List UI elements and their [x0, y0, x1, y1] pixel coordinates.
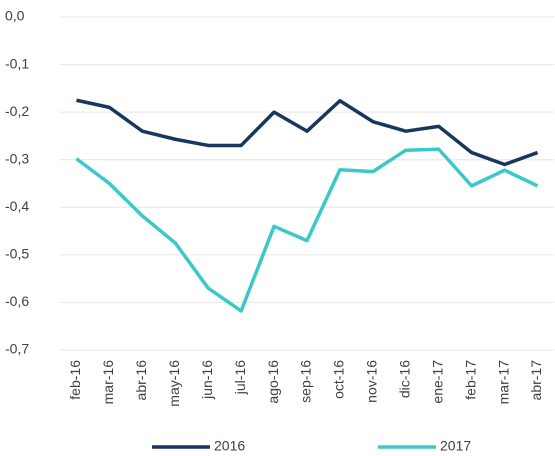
y-tick-label: -0,3 — [5, 150, 29, 166]
x-tick-label: oct-16 — [331, 360, 347, 399]
x-tick-label: feb-16 — [67, 360, 83, 400]
x-tick-label: sep-16 — [298, 360, 314, 403]
data-line — [75, 147, 539, 313]
x-tick-label: may-16 — [166, 360, 182, 407]
y-tick-label: -0,2 — [5, 103, 29, 119]
x-tick-label: dic-16 — [397, 360, 413, 398]
x-tick-label: ene-17 — [429, 360, 445, 404]
y-tick-label: -0,5 — [5, 246, 29, 262]
x-tick-label: mar-16 — [100, 360, 116, 405]
x-tick-label: nov-16 — [364, 360, 380, 403]
x-tick-label: jun-16 — [199, 360, 215, 400]
y-tick-label: -0,7 — [5, 341, 29, 357]
y-tick-label: 0,0 — [5, 8, 25, 24]
x-tick-label: ago-16 — [265, 360, 281, 404]
x-tick-label: mar-17 — [495, 360, 511, 405]
legend-label: 2016 — [214, 438, 245, 454]
legend-label: 2017 — [440, 438, 471, 454]
data-line — [76, 98, 539, 167]
y-tick-label: -0,6 — [5, 293, 29, 309]
x-tick-label: abr-16 — [133, 360, 149, 401]
x-tick-label: feb-17 — [462, 360, 478, 400]
x-tick-label: jul-16 — [232, 360, 248, 395]
y-tick-label: -0,4 — [5, 198, 29, 214]
y-tick-label: -0,1 — [5, 55, 29, 71]
x-tick-label: abr-17 — [528, 360, 544, 401]
